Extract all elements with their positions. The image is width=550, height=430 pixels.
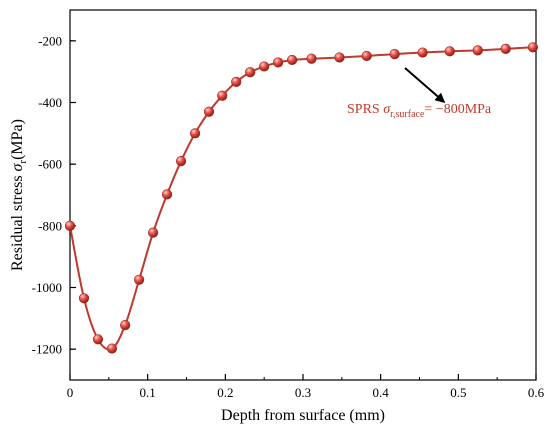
data-point [245, 67, 256, 78]
data-point [444, 46, 455, 57]
data-point [175, 155, 187, 167]
data-point [161, 189, 173, 200]
data-point [273, 57, 284, 68]
y-tick-label: -600 [38, 157, 62, 172]
y-tick-label: -1000 [32, 280, 62, 295]
data-point [287, 54, 298, 66]
x-tick-label: 0 [67, 385, 74, 400]
y-tick-label: -400 [38, 95, 62, 110]
x-tick-label: 0.4 [373, 385, 390, 400]
data-point [527, 42, 538, 53]
data-point [217, 90, 228, 101]
data-point [189, 128, 201, 139]
series-line [69, 46, 533, 351]
y-tick-label: -1200 [32, 342, 62, 357]
annotation-text: SPRS σr,surface= −800MPa [347, 102, 492, 120]
data-point [231, 76, 242, 87]
x-axis-ticks: 0 0.1 0.2 0.3 0.4 0.5 0.6 [67, 374, 545, 400]
data-point [203, 106, 215, 117]
data-point [259, 61, 270, 72]
y-axis-ticks: -1200 -1000 -800 -600 -400 -200 [32, 33, 76, 357]
x-tick-label: 0.6 [528, 385, 545, 400]
x-axis-label: Depth from surface (mm) [221, 407, 385, 424]
data-points [64, 42, 538, 354]
annotation-arrow [404, 67, 446, 103]
data-point [64, 220, 76, 231]
x-tick-label: 0.2 [217, 385, 233, 400]
data-point [361, 50, 372, 62]
y-axis-label: Residual stress σr(MPa) [9, 119, 29, 271]
data-point [472, 45, 483, 56]
y-tick-label: -800 [38, 218, 62, 233]
data-point [334, 52, 345, 63]
y-tick-label: -200 [38, 33, 62, 48]
data-point [120, 320, 131, 331]
x-tick-label: 0.5 [450, 385, 466, 400]
data-point [417, 47, 428, 58]
data-point [500, 43, 511, 54]
x-tick-label: 0.3 [295, 385, 311, 400]
data-point [106, 343, 118, 354]
data-point [389, 48, 400, 60]
data-point [306, 53, 317, 64]
data-point [134, 274, 145, 285]
data-point [92, 334, 104, 345]
data-point [78, 293, 90, 304]
plot-frame [69, 9, 537, 381]
x-tick-label: 0.1 [140, 385, 156, 400]
data-point [148, 227, 159, 238]
